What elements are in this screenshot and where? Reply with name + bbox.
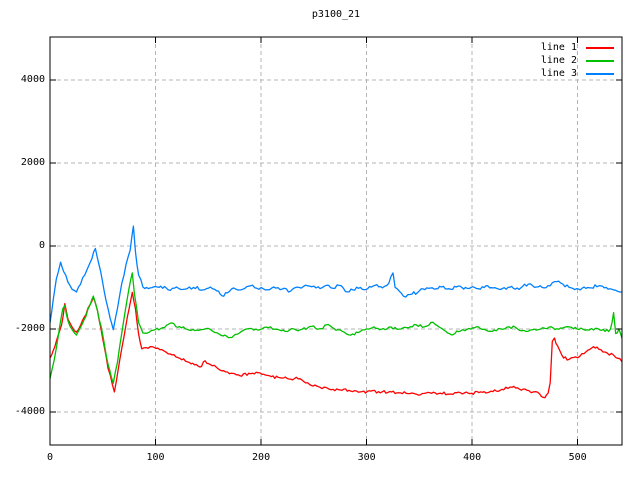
x-tick-label: 400 (463, 452, 482, 463)
legend: line 1 line 2 line 3 (541, 41, 614, 80)
x-tick-label: 200 (252, 452, 271, 463)
y-tick-label: -4000 (14, 405, 45, 417)
chart-title: p3100_21 (311, 9, 361, 20)
x-tick-label: 500 (568, 452, 587, 463)
legend-label-line-3: line 3 (540, 68, 577, 79)
legend-line-sample-blue (586, 72, 614, 75)
x-tick-label: 0 (46, 452, 54, 463)
y-tick-label: 4000 (20, 74, 45, 86)
legend-label-line-2: line 2 (540, 55, 577, 66)
legend-row-line-1: line 1 (541, 41, 614, 54)
legend-line-sample-green (586, 59, 614, 62)
x-tick-label: 300 (357, 452, 376, 463)
x-tick-label: 100 (146, 452, 165, 463)
legend-row-line-2: line 2 (541, 54, 614, 67)
legend-label-line-1: line 1 (540, 42, 577, 53)
legend-line-sample-red (586, 46, 614, 49)
y-tick-label: 2000 (20, 157, 45, 169)
series-line-3 (50, 225, 622, 331)
legend-row-line-3: line 3 (541, 67, 614, 80)
series-line-1 (50, 291, 622, 399)
y-tick-label: 0 (38, 239, 45, 251)
series-line-2 (50, 272, 622, 384)
y-tick-label: -2000 (14, 322, 45, 334)
plot-border (49, 36, 623, 446)
